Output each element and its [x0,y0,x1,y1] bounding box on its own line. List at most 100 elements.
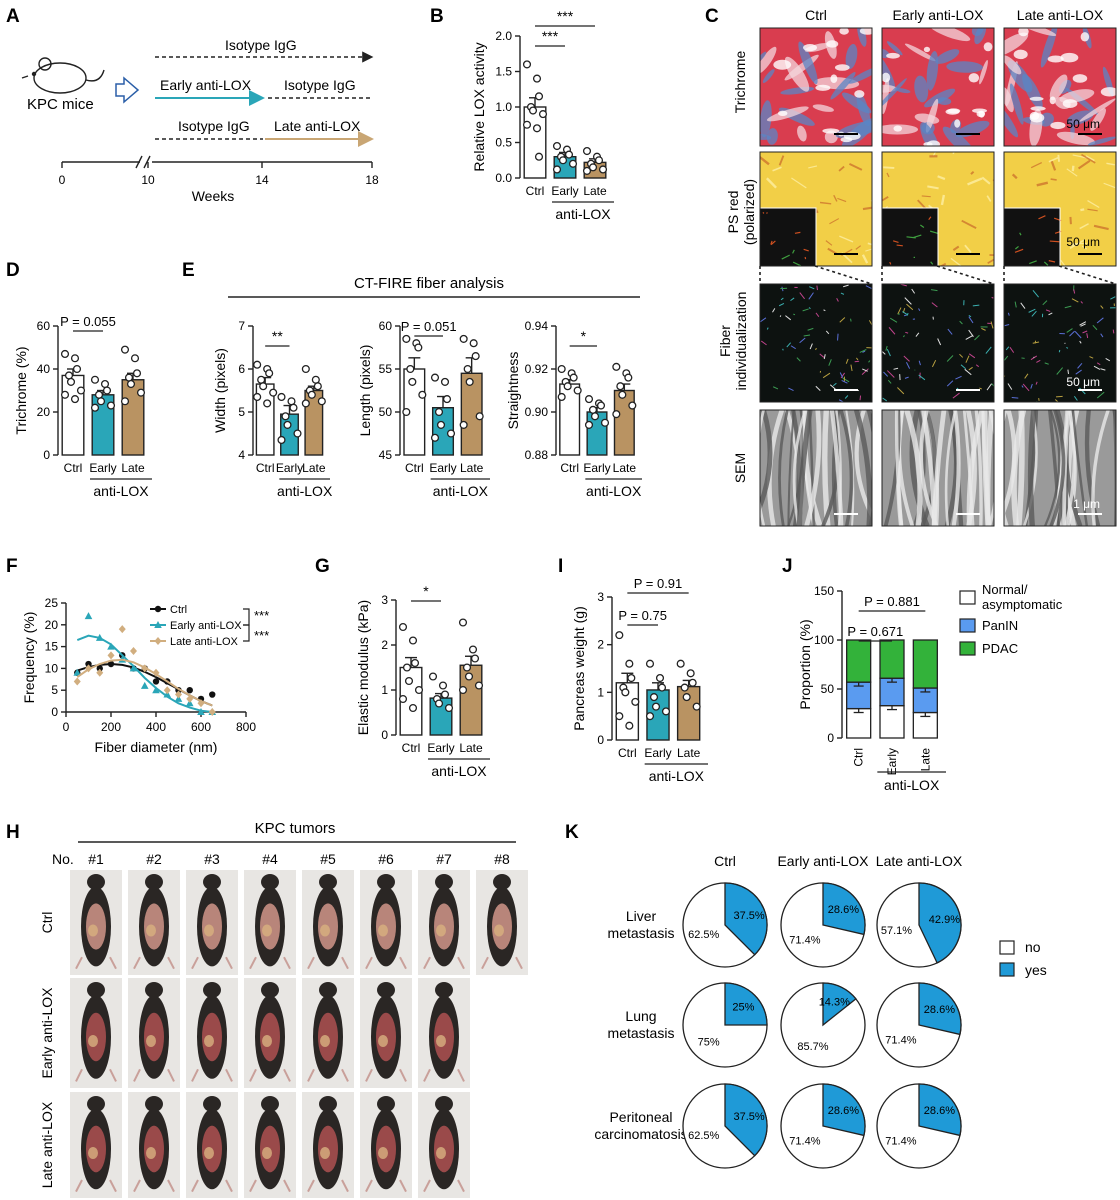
micrograph-fiber [965,335,973,340]
micrograph-fiber [790,297,795,302]
micrograph-fiber [842,377,850,383]
mouse-head [261,874,279,890]
micrograph-frame [1003,27,1117,147]
micrograph-fiber [829,218,840,225]
data-point-late [85,664,92,673]
data-point [263,399,272,408]
data-point [265,369,274,378]
micrograph-fiber [946,380,954,387]
micrograph-fiber [918,360,921,366]
data-point [317,397,326,406]
mouse-number: #6 [378,851,394,867]
mouse-leg [399,1068,407,1082]
inset-fiber [1049,240,1060,243]
scale-label: 50 μm [1066,117,1100,131]
micrograph-fiber [883,166,895,169]
x-tick-label: Ctrl [560,461,579,475]
micrograph-fiber [829,384,836,390]
panel-letter-c: C [705,6,719,27]
data-point [444,703,454,713]
pie-no-label: 71.4% [789,934,820,946]
inset-fiber [929,230,939,235]
micrograph-frame [881,27,995,147]
micrograph-fiber [1092,324,1098,331]
stacked-bar-segment [846,639,872,683]
tumor-nodule [320,1147,330,1159]
inset-fiber [762,211,765,214]
y-tick-label: 0 [597,733,604,747]
data-point [442,395,452,404]
data-point [682,693,691,702]
mouse-head [87,1096,105,1112]
inset-border [1004,207,1061,266]
timeline-tick: 18 [365,173,379,187]
y-tick-label: 1 [381,683,388,697]
micrograph-fiber [828,359,832,366]
data-point [588,405,598,414]
micrograph-fiber [1066,168,1078,177]
micrograph-fiber [952,245,960,251]
data-point-late [197,699,205,708]
micrograph-fiber [1077,159,1091,170]
micrograph-fiber [1004,355,1009,361]
inset-fiber [930,261,934,265]
micrograph-blob [1049,96,1056,105]
data-point-ctrl [209,691,216,698]
data-point [680,683,689,692]
micrograph-fiber [886,370,895,378]
chart-j: 0 50 100 150 Proportion (%) Ctrl Early Late anti… [797,582,1063,793]
micrograph-fiber [889,317,898,323]
micrograph-fiber [819,201,832,205]
micrograph-blob [928,28,971,42]
micrograph-blob [945,108,960,115]
data-point [465,377,474,386]
micrograph-fiber [760,410,773,513]
data-point [440,377,450,386]
data-point [301,399,310,408]
micrograph-fiber [792,410,807,526]
pie-slice-yes [822,882,866,936]
micrograph-fiber [959,353,964,358]
mouse-leg [75,1068,83,1082]
y-tick-label: 0.0 [495,171,512,185]
micrograph-fiber [961,219,977,229]
micrograph-fiber [1021,385,1024,388]
data-point [590,412,600,421]
data-point [582,166,592,175]
micrograph-fiber [760,155,770,166]
micrograph-fiber [866,410,872,526]
pie-row-label: carcinomatosis [594,1126,687,1142]
legend-label: Late anti-LOX [170,636,239,648]
micrograph-sem [1004,410,1116,526]
data-point [459,334,468,343]
data-point [538,110,548,119]
mouse-head [87,874,105,890]
data-point [287,397,296,406]
data-point [60,390,70,399]
micrograph-blob [946,61,983,73]
micrograph-fiber [796,410,813,526]
data-point [676,659,685,668]
data-point [313,382,322,391]
micrograph-fiber [825,240,833,246]
micrograph-blob [803,44,818,52]
micrograph-fiber [905,331,909,334]
micrograph-fiber [1027,410,1037,526]
data-point [463,364,472,374]
micrograph-fiber [1106,162,1115,166]
pie-row-label: Liver [626,908,657,924]
bar [613,389,635,456]
legend-label: no [1025,939,1041,955]
micrograph-blob [923,46,931,53]
data-point [70,395,80,404]
mouse-leg [423,1179,431,1193]
micrograph-fiber [970,170,975,175]
micrograph-fiber [1073,395,1078,401]
micrograph-fib [882,284,994,402]
pie-slice-yes [724,982,768,1026]
micrograph-fiber [1067,369,1069,374]
pie-column-label: Early anti-LOX [777,853,869,869]
micrograph-fiber [1049,410,1066,526]
data-point-late [73,677,81,686]
